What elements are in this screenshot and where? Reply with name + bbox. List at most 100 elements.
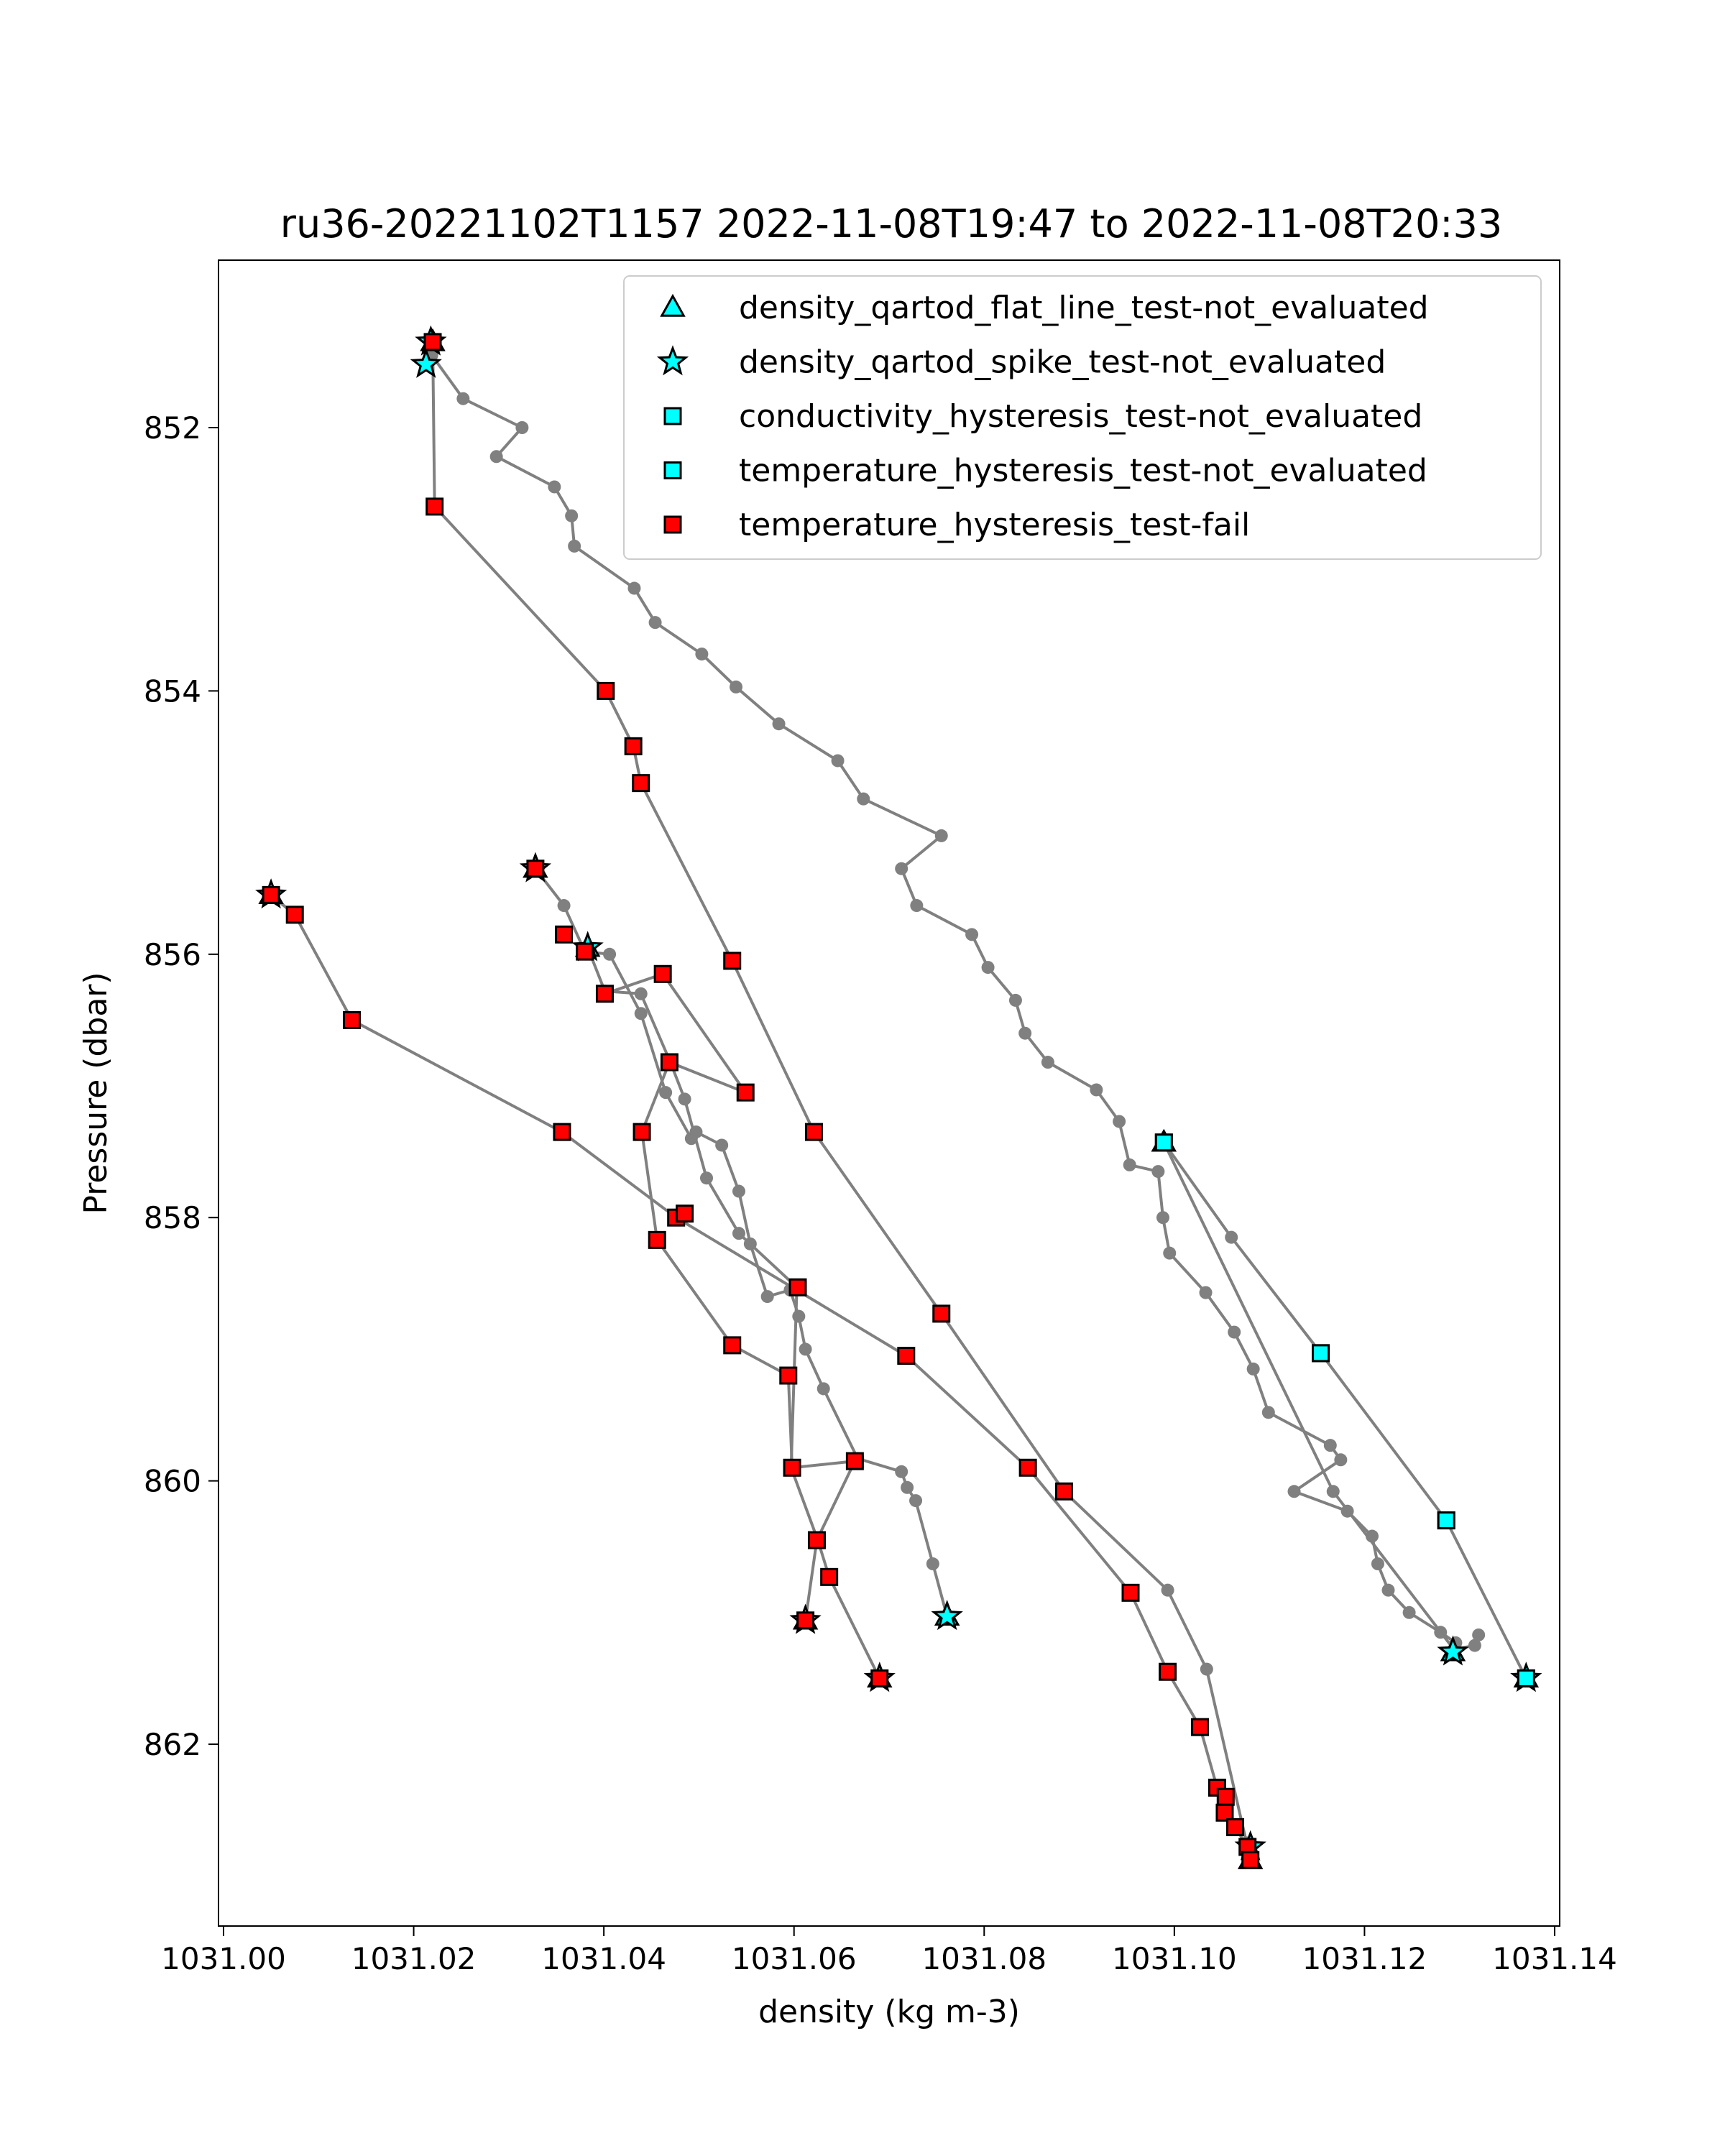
square-marker	[845, 1452, 864, 1470]
profile-point	[1472, 1628, 1486, 1641]
square-marker	[788, 1278, 807, 1296]
profile-point	[1402, 1606, 1416, 1619]
square-marker	[653, 964, 672, 983]
y-axis-label: Pressure (dbar)	[78, 972, 114, 1214]
profile-point	[760, 1290, 774, 1304]
profile-points	[264, 335, 1533, 1867]
legend-label: density_qartod_spike_test-not_evaluated	[739, 344, 1386, 381]
profile-point	[1008, 993, 1022, 1007]
y-tick-label: 852	[144, 410, 201, 446]
legend-square-marker	[663, 461, 682, 479]
profile-point	[1246, 1362, 1260, 1376]
profile-point	[831, 754, 845, 768]
profile-point	[981, 961, 995, 975]
square-marker	[1159, 1662, 1177, 1681]
square-marker	[804, 1123, 823, 1141]
profile-point	[895, 1465, 908, 1478]
legend-label: conductivity_hysteresis_test-not_evaluat…	[739, 398, 1422, 435]
profile-point	[1468, 1639, 1481, 1652]
square-marker	[870, 1669, 889, 1687]
square-marker	[807, 1531, 826, 1549]
legend-star-marker	[656, 345, 689, 376]
legend-entry: density_qartod_spike_test-not_evaluated	[656, 344, 1386, 381]
square-marker	[262, 885, 280, 904]
profile-point	[1113, 1115, 1126, 1128]
y-tick-label: 856	[144, 937, 201, 972]
profile-point	[965, 928, 979, 941]
profile-point	[659, 1086, 673, 1100]
star-marker	[931, 1600, 963, 1631]
x-tick-label: 1031.04	[541, 1941, 666, 1976]
y-tick-label: 858	[144, 1200, 201, 1235]
square-marker	[648, 1230, 666, 1249]
profile-point	[565, 509, 579, 522]
square-marker	[723, 1336, 742, 1355]
profile-point	[895, 862, 908, 875]
profile-point	[1323, 1439, 1337, 1452]
square-marker	[1154, 1133, 1173, 1152]
square-marker	[783, 1458, 801, 1477]
profile-point	[901, 1480, 914, 1494]
profile-point	[1090, 1083, 1103, 1097]
square-marker	[932, 1304, 951, 1323]
profile-point	[1340, 1504, 1354, 1518]
profile-point	[648, 616, 662, 630]
profile-point	[1228, 1325, 1241, 1339]
profile-point	[568, 539, 581, 553]
profile-point	[772, 717, 786, 731]
legend-entry: temperature_hysteresis_test-fail	[663, 507, 1250, 543]
profile-point	[1366, 1529, 1379, 1543]
profile-point	[1381, 1583, 1395, 1597]
square-marker	[553, 1123, 571, 1141]
profile-point	[926, 1557, 939, 1571]
profile-point	[678, 1092, 691, 1106]
profile-lines	[270, 341, 1528, 1861]
x-tick-label: 1031.00	[161, 1941, 286, 1976]
square-marker	[897, 1347, 916, 1365]
profile-line	[604, 972, 857, 1621]
profile-point	[910, 899, 924, 913]
star-marker	[410, 347, 442, 378]
profile-point	[909, 1494, 923, 1508]
legend-label: density_qartod_flat_line_test-not_evalua…	[739, 290, 1429, 326]
legend-entry: conductivity_hysteresis_test-not_evaluat…	[663, 398, 1422, 435]
square-marker	[526, 860, 545, 878]
profile-point	[743, 1237, 757, 1250]
profile-point	[634, 987, 648, 1000]
x-axis: 1031.00 1031.02 1031.04 1031.06 1031.08 1031.…	[161, 1926, 1617, 1976]
profile-point	[548, 480, 561, 494]
square-marker	[555, 925, 574, 944]
square-marker	[1226, 1818, 1245, 1836]
square-marker	[820, 1567, 839, 1586]
square-marker	[423, 333, 442, 351]
plot-area	[218, 259, 1560, 1927]
chart-title: ru36-20221102T1157 2022-11-08T19:47 to 2…	[280, 201, 1502, 247]
legend-entry: density_qartod_flat_line_test-not_evalua…	[660, 290, 1429, 326]
square-marker	[1216, 1787, 1235, 1806]
square-marker	[576, 942, 594, 961]
profile-point	[1225, 1230, 1238, 1244]
square-marker	[779, 1366, 798, 1385]
x-tick-label: 1031.02	[351, 1941, 477, 1976]
profile-line	[431, 341, 436, 507]
profile-point	[857, 792, 870, 806]
legend: density_qartod_flat_line_test-not_evalua…	[623, 275, 1542, 560]
profile-point	[700, 1171, 714, 1185]
profile-point	[816, 1382, 830, 1396]
profile-point	[799, 1342, 812, 1356]
square-marker	[1018, 1458, 1037, 1477]
legend-square-marker	[663, 407, 682, 425]
square-marker	[796, 1611, 815, 1630]
square-marker	[595, 985, 614, 1003]
y-tick-label: 862	[144, 1727, 201, 1762]
profile-line	[1162, 1141, 1481, 1651]
square-marker	[343, 1010, 362, 1029]
square-marker	[676, 1204, 694, 1223]
profile-line	[1162, 1141, 1528, 1680]
profile-point	[1018, 1026, 1032, 1040]
profile-point	[515, 421, 529, 434]
legend-triangle-marker	[660, 293, 686, 317]
square-marker	[632, 1123, 651, 1141]
legend-label: temperature_hysteresis_test-not_evaluate…	[739, 453, 1427, 489]
legend-entry: temperature_hysteresis_test-not_evaluate…	[663, 453, 1427, 489]
